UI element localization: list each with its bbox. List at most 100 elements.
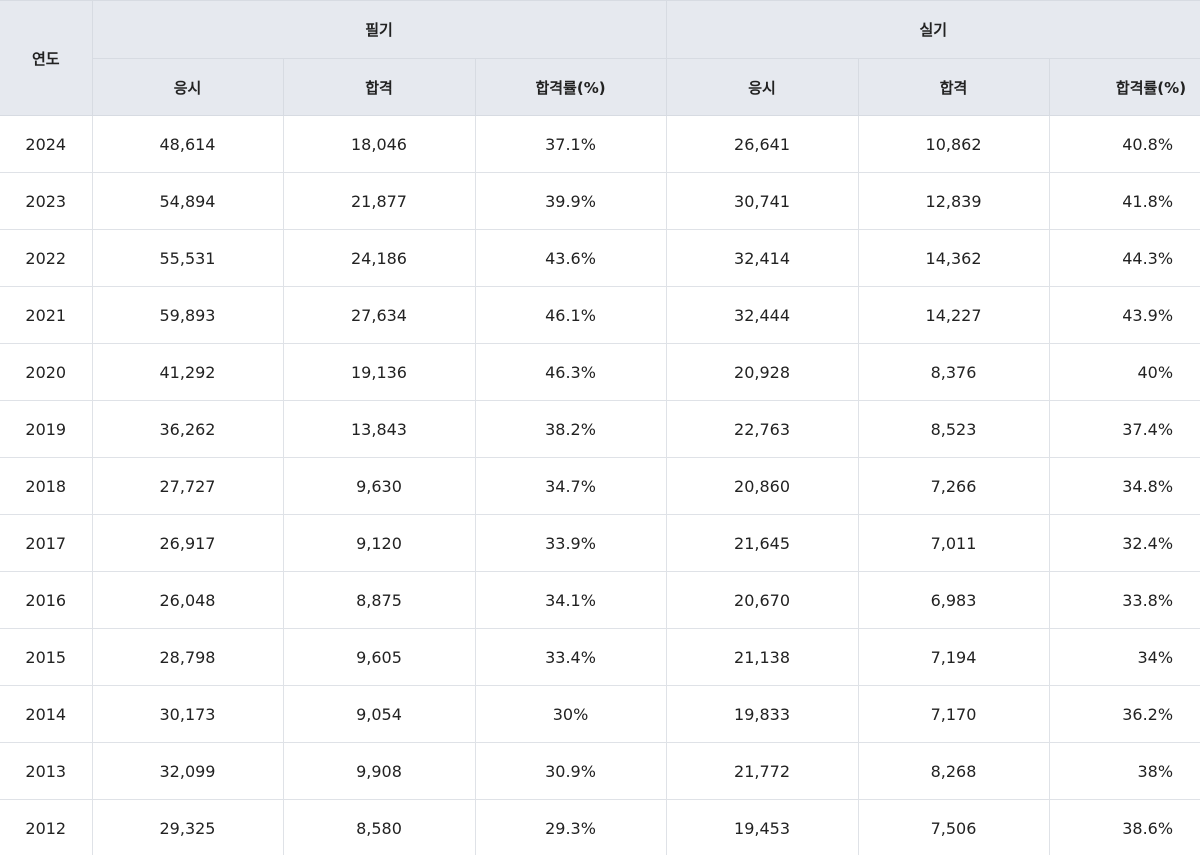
cell-year: 2018 [0, 457, 93, 515]
cell-written-pass-rate: 33.9% [474, 514, 667, 572]
header-year: 연도 [0, 0, 93, 116]
cell-written-pass-rate: 37.1% [474, 115, 667, 173]
cell-practical-pass-rate: 41.8% [1048, 172, 1200, 230]
cell-written-applicants: 26,048 [91, 571, 284, 629]
cell-written-applicants: 32,099 [91, 742, 284, 800]
cell-practical-pass-rate: 34% [1048, 628, 1200, 686]
cell-written-pass-rate: 29.3% [474, 799, 667, 855]
cell-written-pass-rate: 46.3% [474, 343, 667, 401]
cell-practical-applicants: 32,414 [665, 229, 859, 287]
cell-practical-passed: 8,523 [857, 400, 1050, 458]
cell-practical-passed: 7,170 [857, 685, 1050, 743]
cell-year: 2017 [0, 514, 93, 572]
cell-written-applicants: 27,727 [91, 457, 284, 515]
header-written: 필기 [91, 0, 667, 59]
cell-practical-passed: 10,862 [857, 115, 1050, 173]
cell-practical-applicants: 19,833 [665, 685, 859, 743]
cell-written-passed: 8,580 [282, 799, 476, 855]
cell-written-pass-rate: 34.7% [474, 457, 667, 515]
cell-written-passed: 9,908 [282, 742, 476, 800]
table-row: 2012 29,325 8,580 29.3% 19,453 7,506 38.6% [0, 799, 1200, 855]
table-row: 2020 41,292 19,136 46.3% 20,928 8,376 40% [0, 343, 1200, 401]
cell-year: 2015 [0, 628, 93, 686]
cell-written-applicants: 26,917 [91, 514, 284, 572]
cell-year: 2023 [0, 172, 93, 230]
cell-year: 2019 [0, 400, 93, 458]
table-row: 2015 28,798 9,605 33.4% 21,138 7,194 34% [0, 628, 1200, 686]
cell-practical-pass-rate: 37.4% [1048, 400, 1200, 458]
header-practical-pass-rate: 합격률(%) [1048, 58, 1200, 116]
cell-written-applicants: 59,893 [91, 286, 284, 344]
table-row: 2017 26,917 9,120 33.9% 21,645 7,011 32.4% [0, 514, 1200, 572]
cell-practical-applicants: 19,453 [665, 799, 859, 855]
cell-practical-applicants: 21,138 [665, 628, 859, 686]
table-row: 2023 54,894 21,877 39.9% 30,741 12,839 41.8% [0, 172, 1200, 230]
cell-practical-pass-rate: 34.8% [1048, 457, 1200, 515]
table-row: 2013 32,099 9,908 30.9% 21,772 8,268 38% [0, 742, 1200, 800]
cell-written-passed: 21,877 [282, 172, 476, 230]
cell-practical-passed: 12,839 [857, 172, 1050, 230]
table-body: 2024 48,614 18,046 37.1% 26,641 10,862 40.8% 20… [0, 115, 1200, 855]
header-written-pass-rate: 합격률(%) [474, 58, 667, 116]
cell-written-pass-rate: 33.4% [474, 628, 667, 686]
cell-practical-passed: 14,227 [857, 286, 1050, 344]
cell-written-passed: 24,186 [282, 229, 476, 287]
cell-practical-applicants: 26,641 [665, 115, 859, 173]
header-practical: 실기 [665, 0, 1200, 59]
cell-year: 2016 [0, 571, 93, 629]
cell-written-passed: 9,630 [282, 457, 476, 515]
cell-practical-pass-rate: 40.8% [1048, 115, 1200, 173]
cell-practical-applicants: 32,444 [665, 286, 859, 344]
header-written-passed: 합격 [282, 58, 476, 116]
cell-written-passed: 9,054 [282, 685, 476, 743]
cell-practical-pass-rate: 40% [1048, 343, 1200, 401]
cell-written-passed: 13,843 [282, 400, 476, 458]
cell-practical-passed: 8,376 [857, 343, 1050, 401]
cell-practical-pass-rate: 33.8% [1048, 571, 1200, 629]
cell-written-pass-rate: 39.9% [474, 172, 667, 230]
cell-year: 2012 [0, 799, 93, 855]
cell-practical-applicants: 20,860 [665, 457, 859, 515]
cell-practical-applicants: 22,763 [665, 400, 859, 458]
cell-year: 2020 [0, 343, 93, 401]
cell-written-pass-rate: 43.6% [474, 229, 667, 287]
cell-year: 2013 [0, 742, 93, 800]
cell-written-pass-rate: 46.1% [474, 286, 667, 344]
header-written-applicants: 응시 [92, 58, 284, 116]
cell-practical-pass-rate: 36.2% [1048, 685, 1200, 743]
cell-practical-passed: 7,506 [857, 799, 1050, 855]
cell-year: 2021 [0, 286, 93, 344]
cell-year: 2014 [0, 685, 93, 743]
cell-practical-pass-rate: 44.3% [1048, 229, 1200, 287]
cell-written-applicants: 41,292 [91, 343, 284, 401]
table-header: 연도 필기 실기 응시 합격 합격률(%) 응시 합격 합격률(%) [0, 0, 1200, 116]
header-practical-applicants: 응시 [665, 58, 859, 116]
table-row: 2021 59,893 27,634 46.1% 32,444 14,227 43.9% [0, 286, 1200, 344]
table-row: 2016 26,048 8,875 34.1% 20,670 6,983 33.8% [0, 571, 1200, 629]
cell-written-pass-rate: 34.1% [474, 571, 667, 629]
header-practical-passed: 합격 [857, 58, 1050, 116]
cell-written-passed: 8,875 [282, 571, 476, 629]
cell-written-pass-rate: 30.9% [474, 742, 667, 800]
cell-written-pass-rate: 30% [474, 685, 667, 743]
cell-practical-passed: 8,268 [857, 742, 1050, 800]
table-row: 2018 27,727 9,630 34.7% 20,860 7,266 34.8% [0, 457, 1200, 515]
table-row: 2019 36,262 13,843 38.2% 22,763 8,523 37.4% [0, 400, 1200, 458]
cell-written-passed: 9,120 [282, 514, 476, 572]
cell-practical-passed: 7,011 [857, 514, 1050, 572]
cell-practical-applicants: 20,928 [665, 343, 859, 401]
cell-written-pass-rate: 38.2% [474, 400, 667, 458]
cell-practical-passed: 7,194 [857, 628, 1050, 686]
cell-practical-pass-rate: 32.4% [1048, 514, 1200, 572]
cell-written-applicants: 28,798 [91, 628, 284, 686]
cell-practical-applicants: 30,741 [665, 172, 859, 230]
cell-practical-pass-rate: 43.9% [1048, 286, 1200, 344]
cell-year: 2022 [0, 229, 93, 287]
cell-written-applicants: 48,614 [91, 115, 284, 173]
cell-practical-applicants: 21,645 [665, 514, 859, 572]
cell-written-applicants: 29,325 [91, 799, 284, 855]
table-row: 2014 30,173 9,054 30% 19,833 7,170 36.2% [0, 685, 1200, 743]
cell-practical-pass-rate: 38.6% [1048, 799, 1200, 855]
cell-practical-applicants: 21,772 [665, 742, 859, 800]
